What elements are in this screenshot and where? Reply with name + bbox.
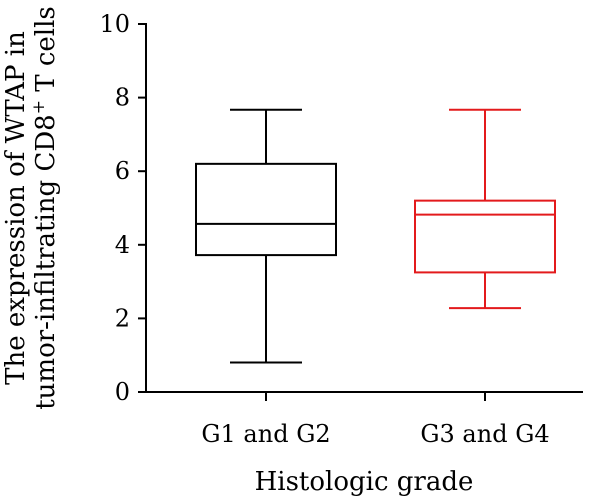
y-axis-title-line2-sup: +	[29, 100, 49, 114]
y-tick-label: 0	[115, 378, 130, 406]
y-axis-title-line1: The expression of WTAP in	[1, 31, 31, 385]
iqr-box	[414, 199, 556, 274]
x-tick-label: G3 and G4	[420, 420, 549, 448]
x-axis-title: Histologic grade	[255, 467, 474, 497]
y-tick-label: 8	[115, 84, 130, 112]
y-tick-label: 4	[115, 231, 130, 259]
y-axis: 0 2 4 6 8 10	[99, 10, 147, 406]
x-tick-label: G1 and G2	[201, 420, 330, 448]
y-axis-title-line2: tumor-infiltrating CD8+ T cells	[29, 6, 61, 410]
y-tick-label: 10	[99, 10, 130, 38]
y-axis-title-line2-prefix: tumor-infiltrating CD8	[31, 114, 61, 410]
y-axis-title-line2-suffix: T cells	[31, 6, 61, 100]
box-group	[414, 108, 556, 310]
y-tick-label: 6	[115, 157, 130, 185]
iqr-box	[195, 162, 337, 257]
y-tick-label: 2	[115, 304, 130, 332]
boxes	[195, 108, 556, 364]
box-group	[195, 108, 337, 364]
x-axis: G1 and G2 G3 and G4	[146, 391, 583, 448]
